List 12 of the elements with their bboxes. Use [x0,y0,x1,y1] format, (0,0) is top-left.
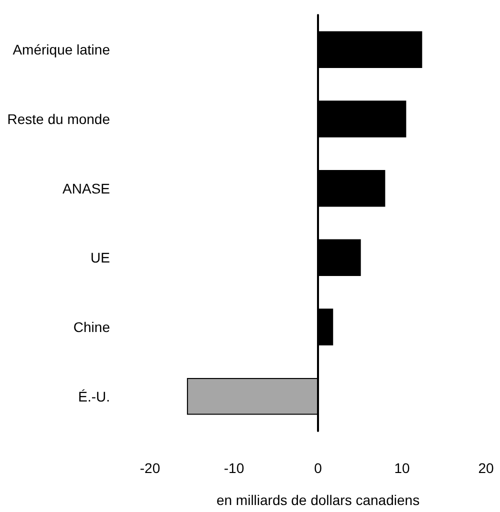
x-tick-label: -10 [224,460,244,476]
x-tick-label: 0 [314,460,322,476]
x-axis-title: en milliards de dollars canadiens [216,492,420,508]
y-tick-label: UE [90,250,110,266]
y-tick-label: ANASE [62,180,110,196]
y-tick-label: Chine [73,319,110,335]
x-tick-label: 10 [394,460,410,476]
y-tick-label: É.-U. [78,388,110,404]
x-tick-label: 20 [478,460,494,476]
x-tick-label: -20 [140,460,160,476]
y-tick-label: Reste du monde [7,111,110,127]
y-tick-label: Amérique latine [12,42,110,58]
